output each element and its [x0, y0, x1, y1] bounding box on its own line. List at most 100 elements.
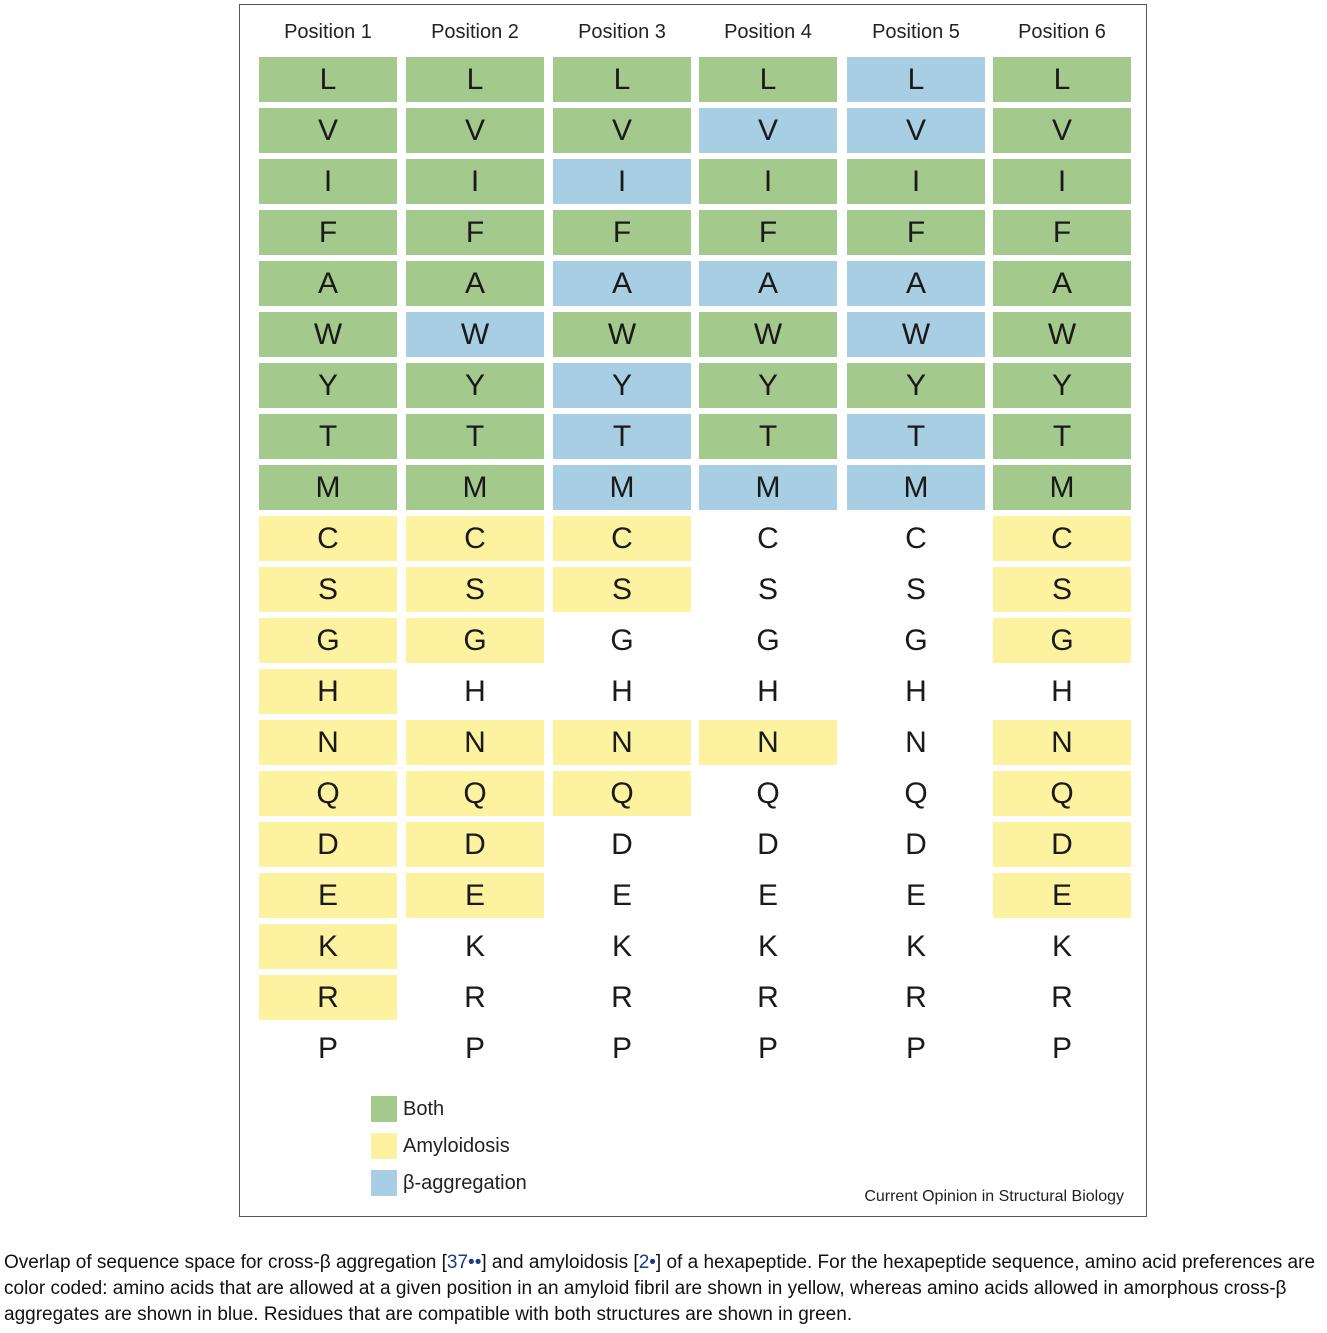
- residue-cell: S: [259, 567, 397, 612]
- residue-cell: T: [699, 414, 837, 459]
- residue-cell: E: [406, 873, 544, 918]
- residue-cell: L: [553, 57, 691, 102]
- residue-cell: C: [553, 516, 691, 561]
- residue-cell: Y: [847, 363, 985, 408]
- residue-cell: G: [406, 618, 544, 663]
- residue-cell: H: [847, 669, 985, 714]
- residue-cell: W: [553, 312, 691, 357]
- residue-cell: L: [847, 57, 985, 102]
- legend-swatch: [371, 1133, 397, 1159]
- residue-cell: P: [406, 1026, 544, 1071]
- residue-cell: R: [847, 975, 985, 1020]
- residue-cell: D: [847, 822, 985, 867]
- legend-item-both: Both: [371, 1096, 444, 1122]
- residue-cell: Y: [699, 363, 837, 408]
- residue-cell: Q: [699, 771, 837, 816]
- residue-cell: I: [699, 159, 837, 204]
- legend-label: Both: [403, 1097, 445, 1120]
- residue-cell: F: [259, 210, 397, 255]
- residue-cell: I: [406, 159, 544, 204]
- residue-cell: W: [406, 312, 544, 357]
- residue-cell: E: [847, 873, 985, 918]
- residue-cell: M: [406, 465, 544, 510]
- residue-cell: Q: [847, 771, 985, 816]
- journal-credit: Current Opinion in Structural Biology: [864, 1188, 1124, 1205]
- residue-cell: D: [699, 822, 837, 867]
- residue-cell: F: [699, 210, 837, 255]
- residue-cell: S: [406, 567, 544, 612]
- residue-cell: P: [553, 1026, 691, 1071]
- residue-cell: A: [699, 261, 837, 306]
- residue-cell: P: [259, 1026, 397, 1071]
- residue-cell: H: [259, 669, 397, 714]
- figure-caption: Overlap of sequence space for cross-β ag…: [4, 1250, 1324, 1328]
- residue-cell: S: [553, 567, 691, 612]
- residue-cell: L: [406, 57, 544, 102]
- residue-cell: F: [406, 210, 544, 255]
- residue-cell: S: [847, 567, 985, 612]
- residue-cell: K: [553, 924, 691, 969]
- column-header-6: Position 6: [1018, 21, 1106, 43]
- residue-cell: R: [993, 975, 1131, 1020]
- residue-cell: K: [847, 924, 985, 969]
- residue-cell: M: [847, 465, 985, 510]
- residue-cell: R: [259, 975, 397, 1020]
- residue-cell: I: [993, 159, 1131, 204]
- residue-cell: E: [993, 873, 1131, 918]
- residue-cell: D: [259, 822, 397, 867]
- residue-cell: A: [406, 261, 544, 306]
- residue-cell: C: [406, 516, 544, 561]
- residue-cell: D: [553, 822, 691, 867]
- residue-cell: R: [406, 975, 544, 1020]
- residue-cell: K: [993, 924, 1131, 969]
- residue-cell: T: [993, 414, 1131, 459]
- legend-label: Amyloidosis: [403, 1134, 510, 1157]
- residue-cell: I: [259, 159, 397, 204]
- residue-cell: M: [993, 465, 1131, 510]
- residue-cell: D: [406, 822, 544, 867]
- residue-cell: N: [553, 720, 691, 765]
- residue-cell: G: [847, 618, 985, 663]
- residue-cell: Y: [406, 363, 544, 408]
- residue-cell: V: [406, 108, 544, 153]
- column-header-1: Position 1: [284, 21, 372, 43]
- figure-panel: Position 1 Position 2 Position 3 Position 4…: [239, 4, 1147, 1217]
- residue-cell: N: [259, 720, 397, 765]
- caption-ref-1[interactable]: 37••: [446, 1252, 482, 1273]
- residue-cell: A: [553, 261, 691, 306]
- residue-cell: K: [406, 924, 544, 969]
- caption-ref-2[interactable]: 2•: [638, 1252, 656, 1273]
- residue-cell: F: [847, 210, 985, 255]
- residue-cell: E: [699, 873, 837, 918]
- residue-cell: P: [699, 1026, 837, 1071]
- residue-cell: Q: [406, 771, 544, 816]
- residue-cell: T: [406, 414, 544, 459]
- residue-cell: C: [259, 516, 397, 561]
- residue-cell: A: [259, 261, 397, 306]
- residue-cell: W: [847, 312, 985, 357]
- column-header-5: Position 5: [872, 21, 960, 43]
- residue-cell: G: [993, 618, 1131, 663]
- caption-text-1: Overlap of sequence space for cross-β ag…: [4, 1252, 447, 1273]
- residue-cell: G: [553, 618, 691, 663]
- residue-cell: N: [993, 720, 1131, 765]
- legend-swatch: [371, 1170, 397, 1196]
- residue-cell: Y: [553, 363, 691, 408]
- residue-cell: H: [993, 669, 1131, 714]
- residue-cell: M: [259, 465, 397, 510]
- residue-cell: G: [259, 618, 397, 663]
- residue-cell: C: [993, 516, 1131, 561]
- residue-cell: V: [259, 108, 397, 153]
- residue-cell: M: [553, 465, 691, 510]
- residue-cell: W: [699, 312, 837, 357]
- residue-cell: I: [847, 159, 985, 204]
- column-header-3: Position 3: [578, 21, 666, 43]
- legend-swatch: [371, 1096, 397, 1122]
- residue-cell: E: [259, 873, 397, 918]
- residue-cell: N: [406, 720, 544, 765]
- residue-cell: Y: [259, 363, 397, 408]
- residue-cell: T: [259, 414, 397, 459]
- residue-cell: V: [847, 108, 985, 153]
- residue-cell: S: [993, 567, 1131, 612]
- residue-cell: T: [847, 414, 985, 459]
